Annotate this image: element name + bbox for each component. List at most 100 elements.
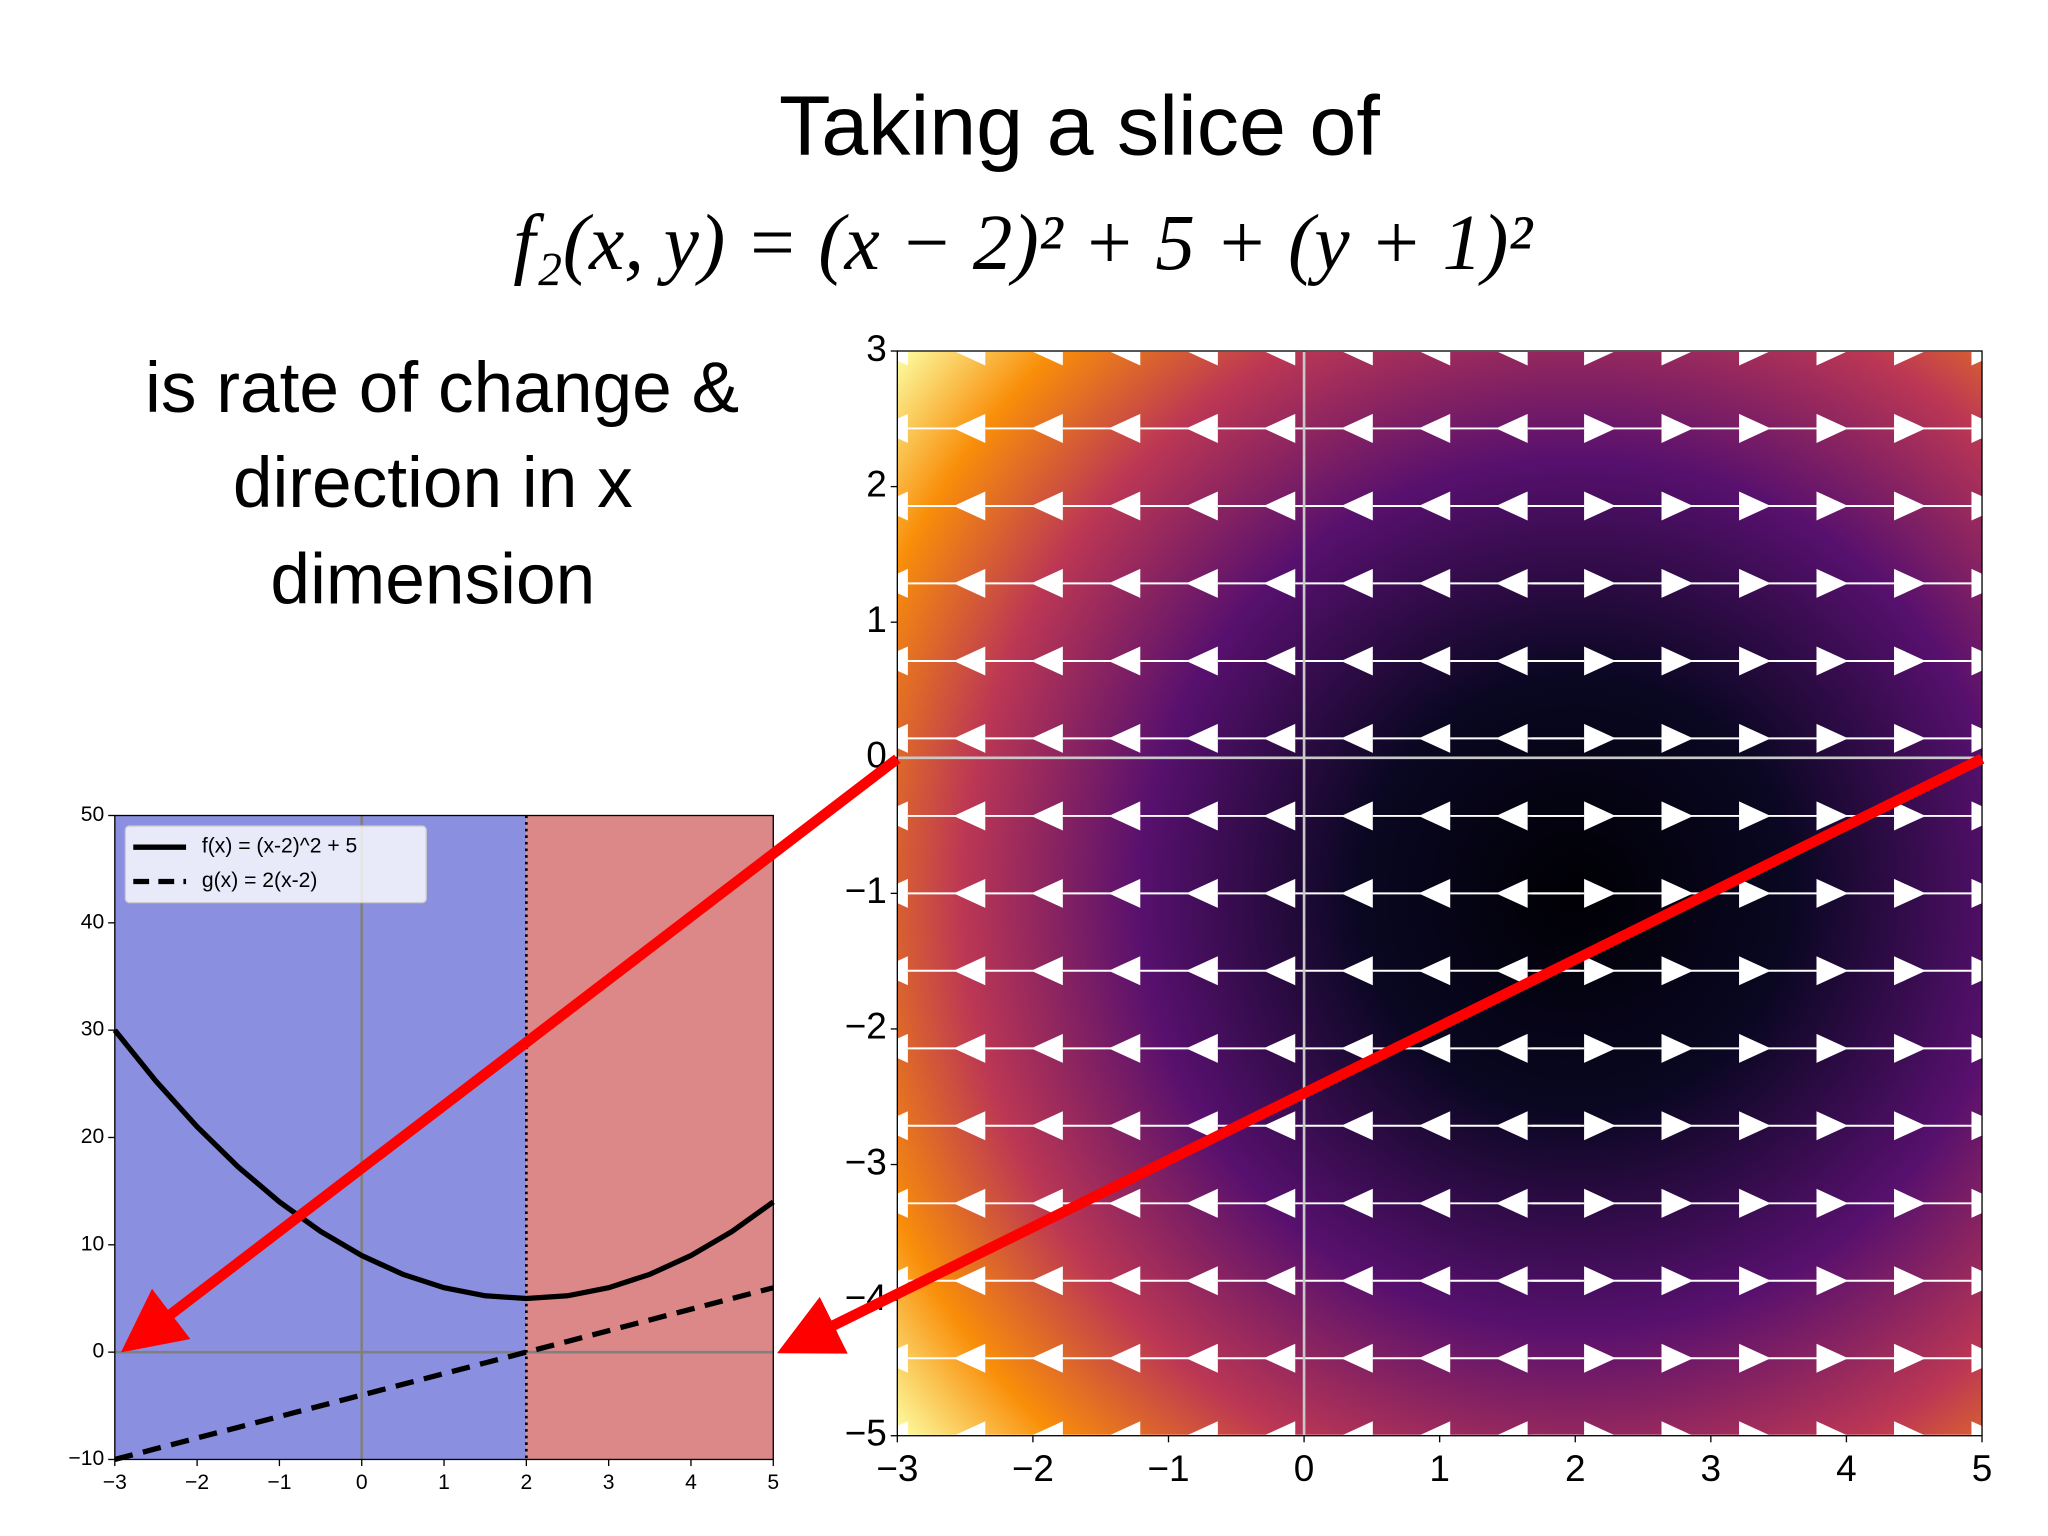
arrow-head <box>1186 878 1218 908</box>
quiver-arrow <box>1108 723 1194 753</box>
arrow-head <box>1263 1188 1296 1218</box>
arrow-head <box>1418 878 1451 908</box>
quiver-arrow <box>1108 878 1194 908</box>
arrow-head <box>953 491 986 521</box>
arrow-head <box>1739 723 1771 753</box>
quiver-arrow <box>1108 1266 1194 1296</box>
quiver-arrow <box>1186 413 1271 443</box>
quiver-arrow <box>1763 568 1849 598</box>
quiver-arrows <box>897 351 1983 1436</box>
arrow-head <box>1495 1188 1528 1218</box>
quiver-arrow <box>1763 1266 1849 1296</box>
arrow-head <box>1341 1343 1373 1373</box>
arrow-head <box>1971 1033 1983 1063</box>
arrow-head <box>1495 878 1528 908</box>
quiver-arrow <box>1531 1266 1616 1296</box>
quiver-arrow <box>953 413 1039 443</box>
quiver-arrow <box>1108 956 1194 986</box>
arrow-head <box>1418 413 1451 443</box>
arrow-head <box>1894 1188 1926 1218</box>
arrow-head <box>1661 1266 1694 1296</box>
quiver-arrow <box>1031 1111 1116 1141</box>
arrow-head <box>1971 413 1983 443</box>
arrow-head <box>1108 1343 1141 1373</box>
y-tick-label: −1 <box>845 870 887 911</box>
quiver-arrow <box>1608 1188 1694 1218</box>
x-tick-label: −1 <box>267 1471 291 1494</box>
arrow-head <box>1894 1033 1926 1063</box>
quiver-arrow <box>1608 568 1694 598</box>
quiver-arrow <box>1686 568 1771 598</box>
arrow-head <box>1816 1421 1849 1436</box>
quiver-arrow <box>1341 1188 1426 1218</box>
quiver-arrow <box>1531 1033 1616 1063</box>
quiver-arrow <box>1186 1266 1271 1296</box>
arrow-head <box>1816 723 1849 753</box>
caption-line: dimension <box>270 539 595 619</box>
quiver-arrow <box>1686 413 1771 443</box>
arrow-head <box>1661 1343 1694 1373</box>
arrow-head <box>1495 646 1528 676</box>
quiver-arrow <box>1608 413 1694 443</box>
quiver-arrow <box>1531 491 1616 521</box>
x-tick-label: 2 <box>1565 1448 1586 1489</box>
arrow-head <box>1186 491 1218 521</box>
arrow-head <box>1418 646 1451 676</box>
arrow-head <box>1661 1421 1694 1436</box>
quiver-arrow <box>1341 1421 1426 1436</box>
quiver-arrow <box>953 1266 1039 1296</box>
arrow-head <box>1495 351 1528 366</box>
arrow-head <box>1263 351 1296 366</box>
quiver-arrow <box>1418 956 1504 986</box>
arrow-head <box>1418 1033 1451 1063</box>
arrow-head <box>1031 801 1063 831</box>
quiver-arrow <box>1031 723 1116 753</box>
quiver-arrow <box>1341 568 1426 598</box>
quiver-arrow <box>897 491 961 521</box>
quiver-arrow <box>1608 351 1694 366</box>
quiver-arrow <box>1763 878 1849 908</box>
quiver-arrow <box>897 1033 961 1063</box>
arrow-head <box>1739 491 1771 521</box>
arrow-head <box>1661 568 1694 598</box>
quiver-arrow <box>1686 1343 1771 1373</box>
x-tick-label: −1 <box>1147 1448 1189 1489</box>
arrow-head <box>1584 1343 1616 1373</box>
quiver-arrow <box>1686 1111 1771 1141</box>
arrow-head <box>1661 1188 1694 1218</box>
arrow-head <box>1263 413 1296 443</box>
quiver-arrow <box>1918 646 1983 676</box>
arrow-head <box>1661 413 1694 443</box>
arrow-head <box>953 1266 986 1296</box>
arrow-head <box>1971 646 1983 676</box>
arrow-head <box>1661 491 1694 521</box>
arrow-head <box>1108 413 1141 443</box>
span <box>526 815 774 1460</box>
arrow-head <box>1341 1266 1373 1296</box>
x-tick-label: −2 <box>1012 1448 1054 1489</box>
arrow-head <box>1341 413 1373 443</box>
quiver-arrow <box>1608 1343 1694 1373</box>
quiver-arrow <box>1608 1421 1694 1436</box>
arrow-head <box>1263 956 1296 986</box>
arrow-head <box>1971 568 1983 598</box>
arrow-head <box>1263 1421 1296 1436</box>
quiver-arrow <box>1918 491 1983 521</box>
arrow-head <box>1739 878 1771 908</box>
quiver-arrow <box>1763 801 1849 831</box>
arrow-head <box>1031 491 1063 521</box>
arrow-head <box>1031 646 1063 676</box>
quiver-arrow <box>1418 413 1504 443</box>
x-tick-label: 3 <box>1701 1448 1722 1489</box>
arrow-head <box>1108 351 1141 366</box>
quiver-arrow <box>897 1421 961 1436</box>
quiver-arrow <box>1608 1266 1694 1296</box>
quiver-arrow <box>897 801 961 831</box>
arrow-head <box>1894 413 1926 443</box>
quiver-arrow <box>897 878 961 908</box>
arrow-head <box>897 801 908 831</box>
